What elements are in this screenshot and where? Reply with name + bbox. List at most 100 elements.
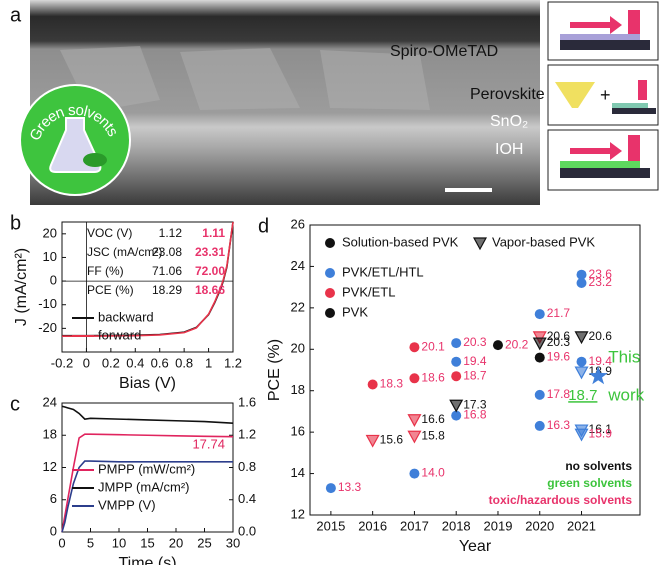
plus: + bbox=[600, 85, 611, 105]
point-label: 17.8 bbox=[547, 387, 571, 401]
point bbox=[365, 434, 380, 448]
y-tick-label: 20 bbox=[291, 341, 305, 356]
series-line bbox=[61, 460, 233, 533]
y-tick-label: 18 bbox=[43, 427, 57, 442]
point-label: 13.3 bbox=[338, 480, 362, 494]
legend-label: Solution-based PVK bbox=[342, 234, 459, 249]
table-cell: 1.11 bbox=[202, 226, 225, 240]
box bbox=[547, 1, 659, 61]
slot-die bbox=[638, 80, 647, 100]
x-tick-label: 20 bbox=[169, 535, 183, 550]
series-line bbox=[61, 405, 234, 424]
y-tick-label: 6 bbox=[50, 491, 57, 506]
table-cell: 71.06 bbox=[152, 264, 182, 278]
point-label: 20.3 bbox=[463, 335, 487, 349]
point bbox=[407, 430, 422, 444]
leaf bbox=[83, 153, 107, 167]
table-cell: 23.08 bbox=[152, 245, 182, 259]
point bbox=[532, 337, 547, 351]
point-label: 15.8 bbox=[421, 428, 445, 442]
y-tick-label: 10 bbox=[43, 249, 57, 264]
y-axis-label: J (mA/cm²) bbox=[13, 248, 30, 326]
legend-label: Vapor-based PVK bbox=[492, 234, 595, 249]
y2-tick-label: 0.8 bbox=[238, 459, 256, 474]
table-cell: 1.12 bbox=[159, 226, 183, 240]
x-tick-label: 15 bbox=[140, 535, 154, 550]
y-tick-label: 0 bbox=[50, 273, 57, 288]
table-cell: 18.29 bbox=[152, 283, 182, 297]
y2-tick-label: 1.6 bbox=[238, 394, 256, 409]
point bbox=[576, 269, 587, 280]
point-label: 20.1 bbox=[421, 339, 445, 353]
point-label: 16.3 bbox=[547, 418, 571, 432]
series-line bbox=[61, 433, 234, 533]
point bbox=[574, 331, 589, 345]
legend-label: green solvents bbox=[547, 476, 632, 490]
layer-label: SnO₂ bbox=[490, 113, 528, 130]
plot-frame bbox=[309, 224, 641, 516]
legend-label: VMPP (V) bbox=[98, 497, 156, 512]
point-label: 23.6 bbox=[589, 267, 613, 281]
legend-swatch bbox=[325, 288, 335, 298]
table-cell: JSC (mA/cm²) bbox=[87, 245, 162, 259]
x-tick-label: 25 bbox=[197, 535, 211, 550]
table-cell: 23.31 bbox=[195, 245, 225, 259]
point bbox=[576, 278, 587, 288]
point bbox=[534, 420, 545, 431]
highlight-label: 18.7 bbox=[568, 387, 597, 404]
legend-swatch bbox=[325, 308, 335, 318]
y2-tick-label: 0.0 bbox=[238, 523, 256, 538]
arrow bbox=[570, 142, 622, 160]
table-cell: 18.66 bbox=[195, 283, 225, 297]
point-label: 15.9 bbox=[589, 426, 613, 440]
point-label: 18.3 bbox=[380, 377, 404, 391]
point-label: 16.8 bbox=[463, 408, 487, 422]
panel-label: a bbox=[10, 4, 22, 26]
point bbox=[451, 356, 462, 367]
annotation: 17.74 bbox=[192, 436, 225, 451]
evaporator bbox=[555, 82, 595, 108]
table-cell: PCE (%) bbox=[87, 283, 134, 297]
x-tick-label: 0 bbox=[58, 535, 65, 550]
point bbox=[534, 309, 545, 320]
point-label: 20.3 bbox=[547, 335, 571, 349]
legend-label: PMPP (mW/cm²) bbox=[98, 461, 195, 476]
point bbox=[574, 366, 589, 380]
legend-label: backward bbox=[98, 309, 154, 324]
point-label: 18.7 bbox=[463, 368, 487, 382]
y-tick-label: 0 bbox=[50, 523, 57, 538]
x-tick-label: 0.8 bbox=[175, 355, 193, 370]
x-tick-label: 2016 bbox=[358, 518, 387, 533]
point-label: 20.2 bbox=[505, 337, 529, 351]
legend-label: toxic/hazardous solvents bbox=[489, 493, 633, 507]
point-label: 20.6 bbox=[547, 329, 571, 343]
legend-swatch bbox=[472, 237, 488, 251]
legend-swatch bbox=[325, 268, 335, 278]
substrate bbox=[560, 40, 650, 50]
point bbox=[409, 373, 420, 384]
x-tick-label: 2019 bbox=[484, 518, 513, 533]
panel-label: b bbox=[10, 212, 21, 234]
table-cell: VOC (V) bbox=[87, 226, 132, 240]
y-tick-label: -20 bbox=[38, 320, 57, 335]
box bbox=[547, 129, 659, 191]
point-label: 14.0 bbox=[421, 466, 445, 480]
point-label: 23.2 bbox=[589, 275, 613, 289]
x-tick-label: 30 bbox=[226, 535, 240, 550]
point-label: 16.6 bbox=[421, 412, 445, 426]
legend-label: forward bbox=[98, 327, 141, 342]
point bbox=[576, 356, 587, 367]
point bbox=[449, 399, 464, 413]
x-tick-label: 1 bbox=[205, 355, 212, 370]
x-axis-label: Bias (V) bbox=[119, 375, 176, 392]
y-tick-label: -10 bbox=[38, 296, 57, 311]
point bbox=[451, 410, 462, 421]
point bbox=[492, 340, 503, 351]
y-tick-label: 22 bbox=[291, 299, 305, 314]
series-line bbox=[61, 221, 234, 337]
point bbox=[451, 338, 462, 349]
x-tick-label: 10 bbox=[112, 535, 126, 550]
y-tick-label: 24 bbox=[291, 258, 305, 273]
point-label: 15.6 bbox=[380, 433, 404, 447]
